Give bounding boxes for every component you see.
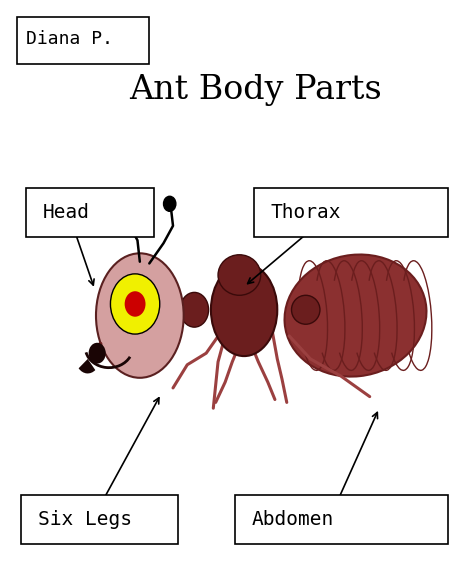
Text: Ant Body Parts: Ant Body Parts bbox=[129, 74, 383, 106]
Wedge shape bbox=[89, 343, 106, 364]
Text: Head: Head bbox=[43, 203, 90, 222]
Text: Six Legs: Six Legs bbox=[38, 510, 132, 529]
FancyArrowPatch shape bbox=[94, 344, 100, 354]
Ellipse shape bbox=[284, 255, 427, 376]
Text: Diana P.: Diana P. bbox=[26, 30, 113, 49]
Wedge shape bbox=[79, 359, 95, 373]
Text: Thorax: Thorax bbox=[270, 203, 341, 222]
Ellipse shape bbox=[180, 292, 209, 327]
Circle shape bbox=[109, 203, 121, 218]
Circle shape bbox=[110, 274, 160, 334]
Ellipse shape bbox=[96, 254, 183, 378]
Ellipse shape bbox=[292, 295, 320, 324]
FancyBboxPatch shape bbox=[254, 188, 448, 237]
FancyBboxPatch shape bbox=[17, 17, 149, 64]
Circle shape bbox=[164, 196, 176, 211]
FancyBboxPatch shape bbox=[26, 188, 154, 237]
Ellipse shape bbox=[211, 263, 277, 356]
Text: Abdomen: Abdomen bbox=[251, 510, 334, 529]
FancyBboxPatch shape bbox=[235, 495, 448, 544]
FancyBboxPatch shape bbox=[21, 495, 178, 544]
Ellipse shape bbox=[218, 255, 261, 295]
Circle shape bbox=[125, 291, 146, 317]
